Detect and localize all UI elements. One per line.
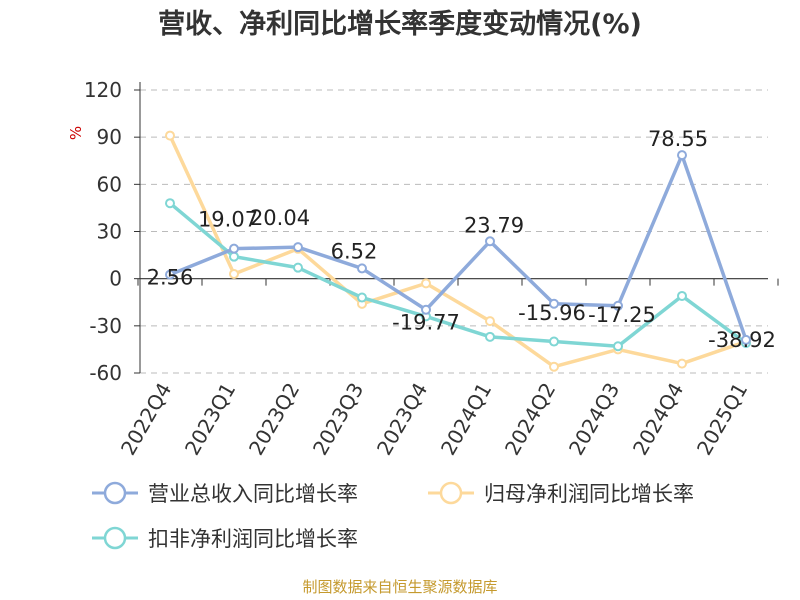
data-point (165, 130, 175, 141)
legend-label: 营业总收入同比增长率 (148, 482, 358, 506)
x-tick-label: 2022Q4 (116, 379, 176, 460)
series-line (168, 201, 748, 349)
y-tick-label: 0 (109, 267, 122, 291)
x-tick-label: 2023Q4 (372, 379, 432, 460)
data-label: 19.07 (198, 208, 258, 232)
data-point (421, 278, 431, 289)
y-tick-label: 90 (97, 125, 122, 149)
data-point (549, 298, 559, 309)
x-tick-label: 2023Q3 (308, 379, 368, 460)
data-label: 23.79 (464, 213, 524, 237)
source-note: 制图数据来自恒生聚源数据库 (302, 578, 497, 596)
legend-marker (103, 526, 127, 550)
series-layer (165, 130, 751, 372)
y-axis-unit: % (67, 126, 85, 140)
x-tick-label: 2023Q2 (244, 379, 304, 460)
data-point (165, 198, 175, 209)
data-point (421, 304, 431, 315)
x-tick-label: 2023Q1 (180, 379, 240, 460)
data-label: 6.52 (331, 239, 378, 263)
data-point (229, 268, 239, 279)
y-tick-label: 30 (97, 220, 122, 244)
data-point (613, 341, 623, 352)
data-point (357, 292, 367, 303)
data-point (293, 262, 303, 273)
x-tick-label: 2025Q1 (692, 379, 752, 460)
data-label: -17.25 (588, 303, 656, 327)
legend-item[interactable]: 扣非净利润同比增长率 (92, 526, 358, 551)
data-label: -15.96 (518, 301, 586, 325)
data-point (357, 263, 367, 274)
data-point (613, 300, 623, 311)
data-point (677, 290, 687, 301)
data-point (229, 243, 239, 254)
data-point (293, 242, 303, 253)
y-tick-label: -60 (89, 361, 122, 385)
data-point (485, 236, 495, 247)
y-tick-label: 60 (97, 172, 122, 196)
legend-marker (439, 481, 463, 505)
data-label: -38.92 (708, 328, 776, 352)
data-label: 78.55 (648, 127, 708, 151)
y-tick-label: 120 (84, 78, 122, 102)
chart-title: 营收、净利同比增长率季度变动情况(%) (158, 8, 642, 40)
data-point (677, 358, 687, 369)
data-point (165, 269, 175, 280)
data-point (485, 316, 495, 327)
data-point (229, 251, 239, 262)
x-tick-label: 2024Q1 (436, 379, 496, 460)
legend-item[interactable]: 归母净利润同比增长率 (428, 481, 694, 506)
x-tick-label: 2024Q4 (628, 379, 688, 460)
data-point (485, 331, 495, 342)
legend-label: 归母净利润同比增长率 (484, 482, 694, 506)
data-point (741, 334, 751, 345)
x-tick-label: 2024Q3 (564, 379, 624, 460)
data-point (677, 150, 687, 161)
data-point (549, 336, 559, 347)
data-point (549, 361, 559, 372)
data-label: 2.56 (147, 266, 194, 290)
series-line (169, 153, 748, 341)
legend-marker (103, 481, 127, 505)
data-label: -19.77 (392, 311, 460, 335)
legend-item[interactable]: 营业总收入同比增长率 (92, 481, 358, 506)
data-label: 20.04 (250, 206, 310, 230)
y-tick-label: -30 (89, 314, 122, 338)
legend-label: 扣非净利润同比增长率 (148, 527, 358, 551)
x-tick-label: 2024Q2 (500, 379, 560, 460)
